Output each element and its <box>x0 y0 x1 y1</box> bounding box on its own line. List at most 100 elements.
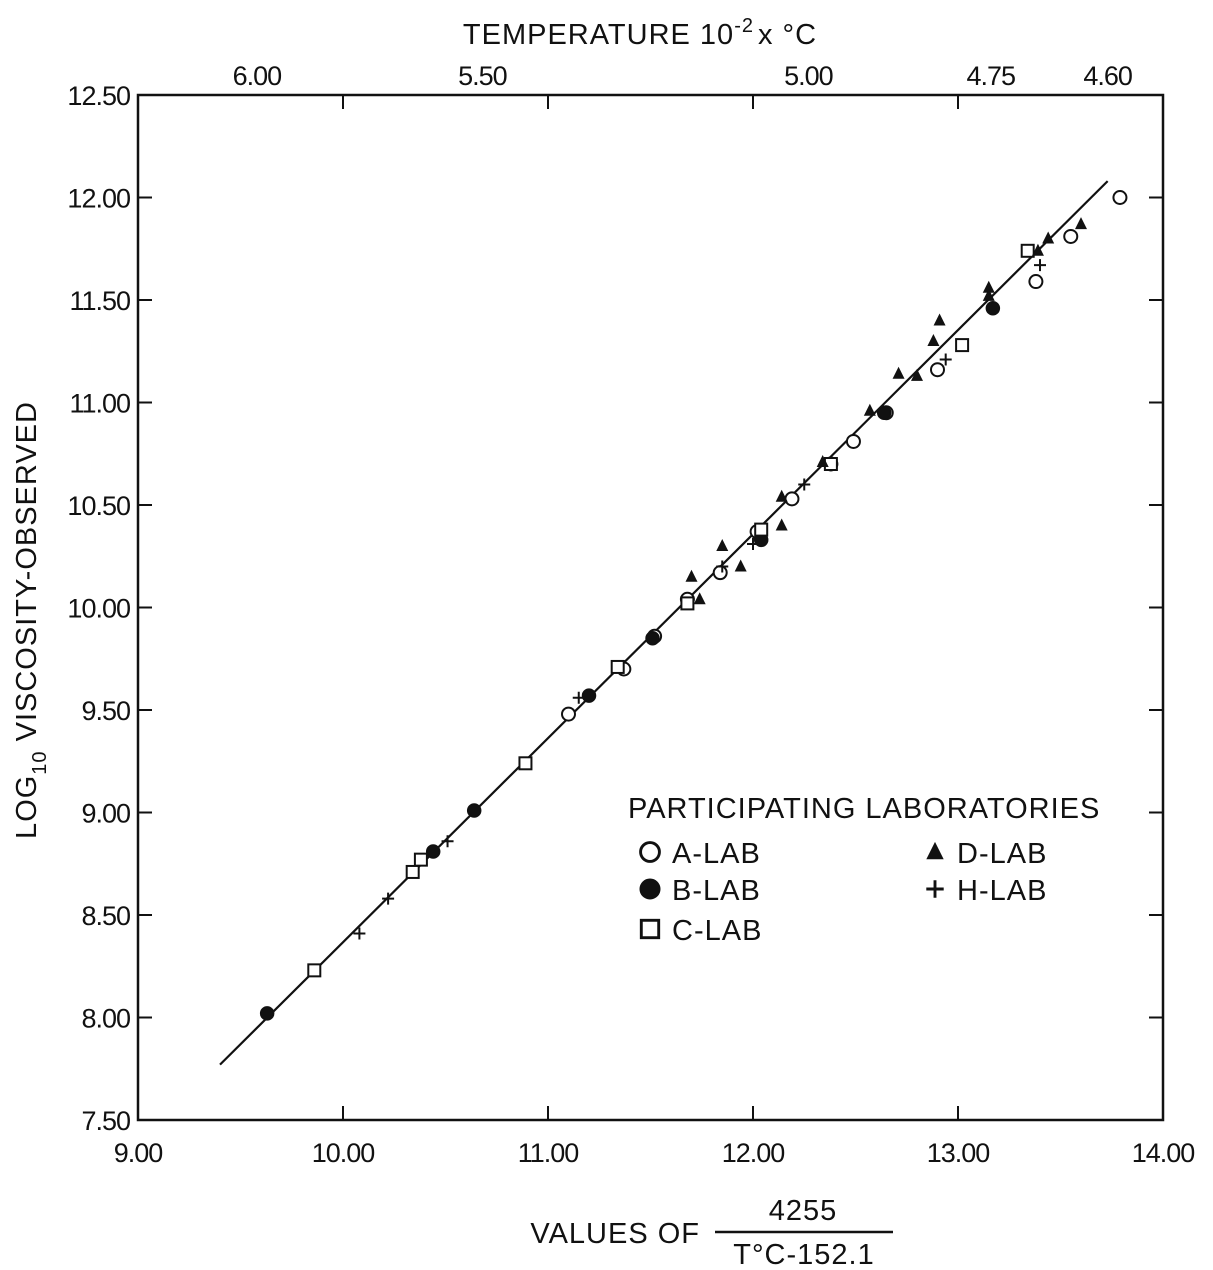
top-tick-label: 6.00 <box>233 61 282 91</box>
data-point <box>518 756 533 771</box>
data-point <box>405 864 420 879</box>
legend-marker <box>639 878 661 900</box>
y-axis-title-prefix: LOG <box>11 775 43 839</box>
data-point <box>441 835 454 848</box>
x-axis-title-text: VALUES OF <box>530 1218 700 1250</box>
y-tick-label: 11.00 <box>69 389 130 419</box>
data-point <box>982 288 995 301</box>
data-point <box>1063 228 1079 244</box>
y-axis-ticks: 7.50 8.00 8.50 9.00 9.50 10.00 10.50 11.00 11.50… <box>67 81 1163 1136</box>
data-point <box>845 433 861 449</box>
top-tick-label: 5.50 <box>458 61 507 91</box>
fit-line-path <box>219 180 1109 1066</box>
data-point <box>754 522 769 537</box>
x-tick-label: 13.00 <box>927 1138 990 1168</box>
data-point <box>911 368 923 381</box>
y-tick-label: 9.50 <box>81 696 130 726</box>
data-point <box>775 518 788 531</box>
x-axis-ticks: 9.00 10.00 11.00 12.00 13.00 14.00 <box>114 95 1195 1168</box>
x-axis-fraction-denominator: T°C-152.1 <box>733 1239 874 1270</box>
top-axis-title-superscript: -2 <box>734 15 754 37</box>
plot-frame <box>136 93 1165 1122</box>
series-d-lab <box>685 217 1087 605</box>
data-point <box>927 334 940 346</box>
legend-title: PARTICIPATING LABORATORIES <box>628 793 1100 825</box>
y-axis-title: LOG10 VISCOSITY-OBSERVED <box>11 401 51 839</box>
y-tick-label: 8.00 <box>81 1004 130 1034</box>
top-tick-label: 4.75 <box>967 61 1016 91</box>
data-point <box>939 353 952 366</box>
data-point <box>955 338 970 353</box>
legend-marker-shape <box>926 841 944 860</box>
legend-label: B-LAB <box>672 875 761 907</box>
x-tick-label: 9.00 <box>114 1138 163 1168</box>
series-h-lab <box>353 259 1046 940</box>
legend-label: H-LAB <box>957 875 1047 907</box>
legend-marker <box>639 918 661 940</box>
data-points <box>259 190 1128 1021</box>
y-tick-label: 7.50 <box>81 1106 130 1136</box>
y-tick-label: 8.50 <box>81 901 130 931</box>
y-tick-label: 11.50 <box>69 286 130 316</box>
legend-item-c-lab: C-LAB <box>639 915 762 947</box>
x-axis-title: VALUES OF 4255 T°C-152.1 <box>530 1195 893 1270</box>
data-point <box>1034 259 1046 272</box>
data-point <box>680 596 695 611</box>
data-point <box>775 489 788 502</box>
data-point <box>747 537 759 550</box>
y-axis-title-suffix: VISCOSITY-OBSERVED <box>11 401 43 750</box>
x-axis-fraction-numerator: 4255 <box>769 1195 838 1227</box>
legend-label: C-LAB <box>672 915 762 947</box>
data-point <box>425 844 441 859</box>
legend-item-h-lab: H-LAB <box>926 875 1047 907</box>
data-point <box>693 592 706 605</box>
legend-marker-shape <box>639 918 661 940</box>
data-point <box>466 803 482 818</box>
legend-marker-shape <box>926 880 944 898</box>
x-tick-label: 14.00 <box>1132 1138 1195 1168</box>
data-point <box>734 559 747 572</box>
x-tick-label: 12.00 <box>722 1138 785 1168</box>
data-point <box>1042 231 1055 244</box>
data-point <box>1020 243 1035 258</box>
data-point <box>716 560 729 573</box>
data-point <box>798 478 811 491</box>
y-tick-label: 9.00 <box>81 799 130 829</box>
data-point <box>933 313 946 326</box>
legend: PARTICIPATING LABORATORIES A-LAB B-LAB C-L… <box>628 793 1100 947</box>
legend-marker-shape <box>639 841 661 863</box>
data-point <box>930 362 945 378</box>
y-tick-label: 10.00 <box>67 594 130 624</box>
data-point <box>1112 190 1128 205</box>
top-axis-ticks: 6.00 5.50 5.00 4.75 4.60 <box>233 61 1133 91</box>
top-axis-title-suffix: x °C <box>758 19 817 51</box>
data-point <box>1028 274 1044 290</box>
y-tick-label: 10.50 <box>67 491 130 521</box>
legend-label: D-LAB <box>957 838 1047 870</box>
legend-marker <box>639 841 661 863</box>
data-point <box>892 366 905 379</box>
data-point <box>816 454 829 467</box>
legend-marker <box>926 880 944 898</box>
data-point <box>985 300 1001 316</box>
legend-label: A-LAB <box>672 838 761 870</box>
legend-item-b-lab: B-LAB <box>639 875 761 907</box>
data-point <box>712 565 728 581</box>
data-point <box>572 691 585 704</box>
data-point <box>353 927 366 940</box>
data-point <box>413 852 428 867</box>
series-c-lab <box>307 243 1035 978</box>
top-tick-label: 4.60 <box>1083 61 1132 91</box>
data-point <box>784 491 800 507</box>
data-point <box>561 706 576 722</box>
data-point <box>982 280 995 293</box>
data-point <box>382 892 395 905</box>
y-tick-label: 12.00 <box>67 184 130 214</box>
data-point <box>1075 217 1087 230</box>
legend-marker <box>926 841 944 860</box>
legend-item-d-lab: D-LAB <box>926 838 1047 870</box>
y-axis-title-subscript: 10 <box>29 750 51 774</box>
top-tick-label: 5.00 <box>784 61 833 91</box>
data-point <box>610 659 625 674</box>
